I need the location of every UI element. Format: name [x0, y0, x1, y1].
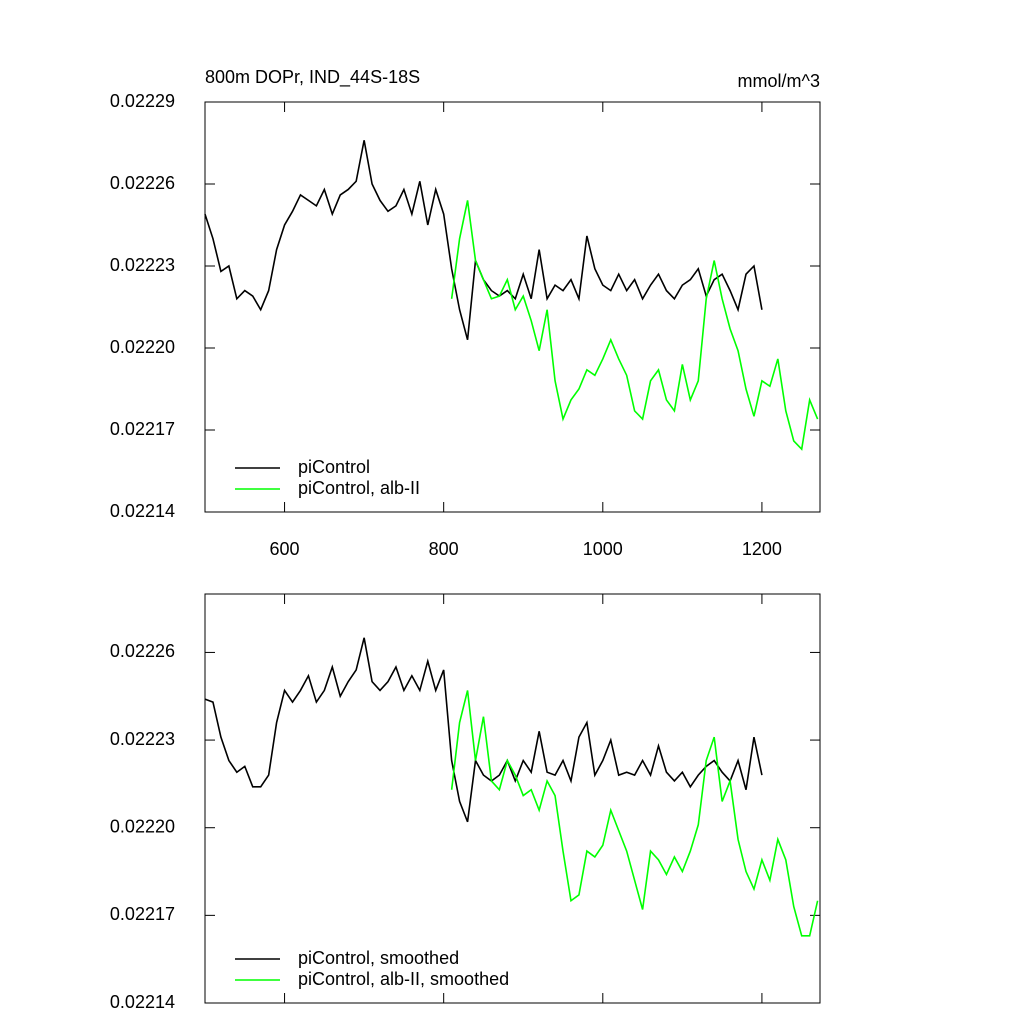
y-tick-label: 0.02229 [110, 91, 175, 111]
data-line [204, 637, 763, 823]
y-tick-label: 0.02223 [110, 255, 175, 275]
x-tick-label: 1000 [583, 539, 623, 559]
y-tick-label: 0.02226 [110, 173, 175, 193]
x-tick-label: 800 [429, 539, 459, 559]
data-line [204, 140, 763, 341]
data-line [450, 690, 819, 937]
x-tick-label: 600 [270, 539, 300, 559]
plot-frame [204, 101, 821, 513]
legend-label: piControl, alb-II [298, 478, 420, 498]
y-tick-label: 0.02220 [110, 337, 175, 357]
y-tick-label: 0.02214 [110, 501, 175, 521]
x-tick-label: 1200 [742, 539, 782, 559]
y-tick-label: 0.02223 [110, 729, 175, 749]
y-tick-label: 0.02217 [110, 419, 175, 439]
chart-title: 800m DOPr, IND_44S-18S [205, 67, 420, 88]
legend-label: piControl, smoothed [298, 948, 459, 968]
y-tick-label: 0.02226 [110, 641, 175, 661]
units-label: mmol/m^3 [738, 71, 820, 91]
y-tick-label: 0.02217 [110, 904, 175, 924]
data-line [450, 200, 819, 451]
legend-label: piControl [298, 457, 370, 477]
y-tick-label: 0.02220 [110, 816, 175, 836]
y-tick-label: 0.02214 [110, 992, 175, 1012]
plot-frame [204, 593, 821, 1004]
legend-label: piControl, alb-II, smoothed [298, 969, 509, 989]
